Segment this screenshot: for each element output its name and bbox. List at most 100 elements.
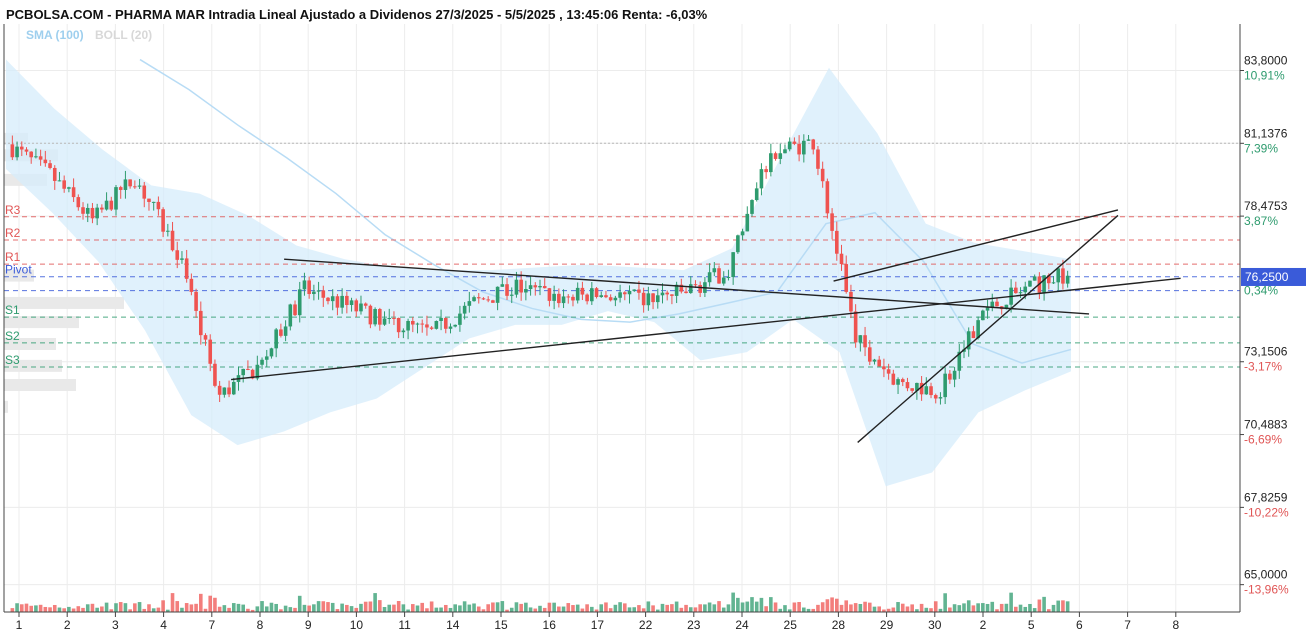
candle-body <box>1061 268 1065 284</box>
volume-bar <box>533 608 538 612</box>
candle-body <box>985 307 990 311</box>
volume-profile-bar <box>4 379 76 392</box>
volume-bar <box>891 607 896 612</box>
y-tick-price: 67,8259 <box>1244 490 1288 504</box>
candle-body <box>406 320 410 331</box>
volume-bar <box>985 603 990 612</box>
volume-bar <box>877 606 881 612</box>
x-tick-label: 9 <box>305 618 312 632</box>
volume-bar <box>811 608 816 612</box>
volume-bar <box>269 602 274 612</box>
volume-bar <box>802 607 806 612</box>
candle-body <box>194 291 198 311</box>
candle-body <box>872 359 877 362</box>
candle-body <box>62 180 66 189</box>
bollinger-band-area <box>6 59 1071 487</box>
x-tick-label: 23 <box>687 618 701 632</box>
volume-bar <box>971 605 976 612</box>
volume-bar <box>142 608 147 612</box>
volume-bar <box>792 602 797 612</box>
candle-body <box>57 180 62 182</box>
volume-bar <box>43 606 48 612</box>
x-tick-label: 25 <box>784 618 798 632</box>
x-tick-label: 30 <box>928 618 942 632</box>
candle-body <box>566 296 571 298</box>
legend-sma[interactable]: SMA (100) <box>26 28 84 42</box>
volume-bar <box>693 607 698 612</box>
volume-bar <box>571 605 575 612</box>
candle-body <box>85 207 90 214</box>
candle-body <box>618 292 622 298</box>
candle-body <box>448 326 453 329</box>
candle-body <box>524 289 528 293</box>
candle-body <box>48 163 52 168</box>
candle-body <box>608 297 613 301</box>
volume-bar <box>264 606 269 612</box>
level-label-s3: S3 <box>5 353 20 367</box>
candle-body <box>820 168 825 182</box>
x-tick-label: 10 <box>350 618 364 632</box>
volume-bar <box>1009 592 1013 612</box>
candle-body <box>900 379 905 383</box>
volume-bar <box>976 603 980 612</box>
volume-bar <box>665 604 669 612</box>
x-tick-label: 16 <box>543 618 557 632</box>
volume-bar <box>707 602 712 612</box>
candle-body <box>976 320 980 339</box>
volume-bar <box>222 605 227 612</box>
sma-line <box>139 58 1072 364</box>
volume-bar <box>717 601 721 612</box>
candle-body <box>345 295 349 306</box>
candle-body <box>754 188 759 201</box>
volume-profile-bar <box>4 269 34 282</box>
volume-bar <box>10 608 15 612</box>
volume-bar <box>825 599 830 612</box>
y-tick-price: 73,1506 <box>1244 345 1288 359</box>
legend-boll[interactable]: BOLL (20) <box>95 28 152 42</box>
volume-bar <box>1056 600 1061 612</box>
y-tick-percent: -13,96% <box>1244 583 1289 597</box>
volume-bar <box>147 604 151 612</box>
candle-body <box>203 335 208 340</box>
candle-body <box>359 303 363 312</box>
candle-body <box>688 284 693 294</box>
volume-bar <box>137 602 142 612</box>
volume-bar <box>740 602 745 612</box>
volume-bar <box>580 608 585 612</box>
candle-body <box>726 277 731 279</box>
y-tick-percent: -3,17% <box>1244 360 1282 374</box>
volume-bar <box>180 607 184 612</box>
volume-bar <box>396 601 401 612</box>
volume-bar <box>712 604 717 612</box>
volume-bar <box>1032 608 1037 612</box>
volume-bar <box>227 607 231 612</box>
volume-bar <box>764 606 768 612</box>
volume-bar <box>952 604 957 612</box>
volume-bar <box>392 604 396 612</box>
candle-body <box>19 146 24 150</box>
candle-body <box>147 198 151 202</box>
candle-body <box>293 304 297 316</box>
candle-body <box>260 359 264 365</box>
candle-body <box>476 297 481 299</box>
volume-bar <box>830 597 834 612</box>
candle-body <box>943 373 947 398</box>
volume-bar <box>486 604 490 612</box>
volume-bar <box>335 609 340 612</box>
volume-bar <box>623 603 627 612</box>
candle-body <box>340 295 344 308</box>
volume-bar <box>632 607 637 612</box>
candle-body <box>382 318 387 325</box>
volume-bar <box>505 609 509 612</box>
candle-body <box>736 235 740 253</box>
volume-bar <box>552 602 556 612</box>
volume-bar <box>995 609 999 612</box>
candle-body <box>269 348 274 357</box>
candle-body <box>246 368 250 370</box>
candle-body <box>849 291 853 312</box>
candle-body <box>519 279 523 293</box>
volume-bar <box>679 607 684 612</box>
volume-bar <box>938 608 943 612</box>
y-tick-percent: 7,39% <box>1244 141 1278 155</box>
volume-bar <box>297 595 302 612</box>
